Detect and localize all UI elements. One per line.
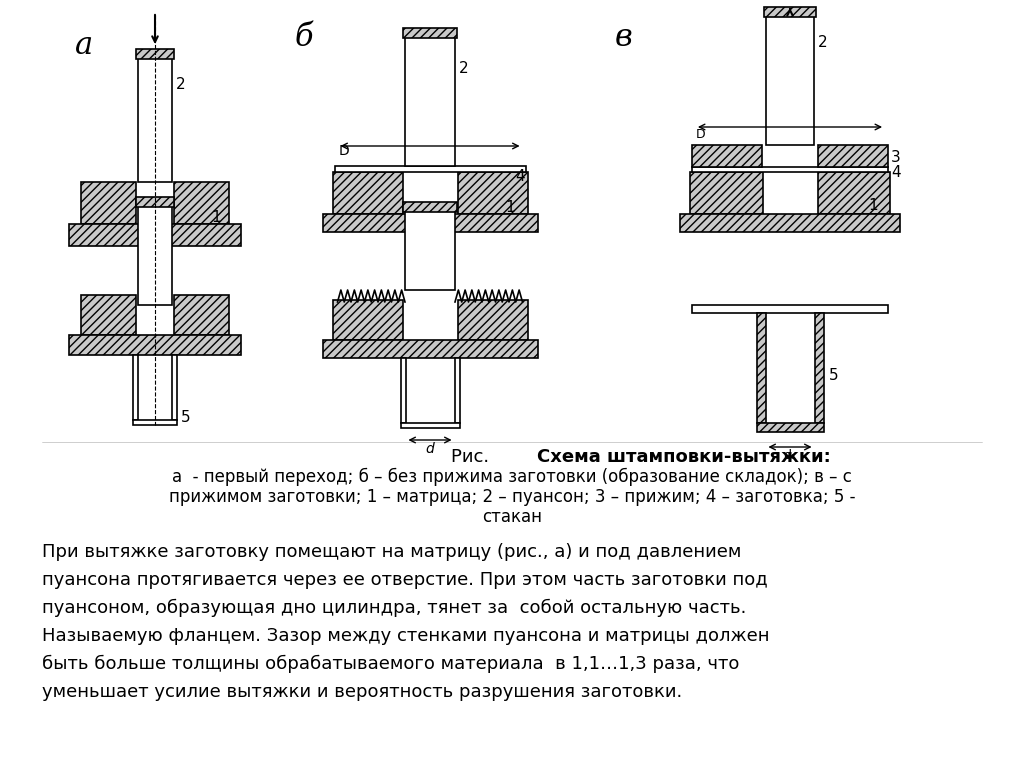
Text: Называемую фланцем. Зазор между стенками пуансона и матрицы должен: Называемую фланцем. Зазор между стенками… (42, 627, 769, 645)
Bar (335, 166, 525, 172)
Bar (757, 313, 766, 423)
Bar (692, 145, 762, 167)
Bar (138, 205, 172, 305)
Bar (757, 423, 823, 432)
Text: а: а (75, 30, 93, 61)
Bar (323, 340, 538, 358)
Bar (400, 358, 406, 423)
Bar (403, 28, 457, 38)
Text: D: D (339, 144, 349, 158)
Text: 1: 1 (506, 200, 515, 215)
Bar (814, 313, 823, 423)
Text: 3: 3 (891, 150, 901, 165)
Text: Схема штамповки-вытяжки:: Схема штамповки-вытяжки: (512, 448, 830, 466)
Text: D: D (696, 128, 706, 141)
Bar (133, 355, 138, 420)
Bar (81, 182, 136, 224)
Text: 2: 2 (818, 35, 827, 50)
Bar (406, 210, 455, 290)
Text: пуансона протягивается через ее отверстие. При этом часть заготовки под: пуансона протягивается через ее отверсти… (42, 571, 768, 589)
Bar (458, 172, 527, 214)
Bar (766, 15, 814, 145)
Bar (690, 172, 763, 214)
Text: 2: 2 (176, 77, 185, 92)
Bar (692, 305, 888, 313)
Bar (406, 36, 455, 166)
Bar (172, 355, 177, 420)
Text: Рис.: Рис. (451, 448, 512, 466)
Text: 5: 5 (181, 410, 190, 425)
Bar (174, 295, 229, 335)
Text: 1: 1 (211, 210, 220, 225)
Bar (136, 197, 174, 207)
Bar (138, 57, 172, 182)
Text: а  - первый переход; б – без прижима заготовки (образование складок); в – с: а - первый переход; б – без прижима заго… (172, 468, 852, 486)
Bar (136, 49, 174, 59)
Bar (818, 145, 888, 167)
Bar (692, 167, 888, 172)
Text: б: б (295, 22, 313, 53)
Bar (403, 202, 457, 212)
Bar (81, 295, 136, 335)
Text: стакан: стакан (482, 508, 542, 526)
Text: уменьшает усилие вытяжки и вероятность разрушения заготовки.: уменьшает усилие вытяжки и вероятность р… (42, 683, 682, 701)
Text: При вытяжке заготовку помещают на матрицу (рис., а) и под давлением: При вытяжке заготовку помещают на матриц… (42, 543, 741, 561)
Bar (680, 214, 900, 232)
Bar (764, 7, 816, 17)
Text: 5: 5 (828, 368, 838, 383)
Bar (69, 335, 241, 355)
Text: прижимом заготовки; 1 – матрица; 2 – пуансон; 3 – прижим; 4 – заготовка; 5 -: прижимом заготовки; 1 – матрица; 2 – пуа… (169, 488, 855, 506)
Text: d₁: d₁ (783, 449, 796, 462)
Text: 1: 1 (868, 198, 878, 213)
Text: пуансоном, образующая дно цилиндра, тянет за  собой остальную часть.: пуансоном, образующая дно цилиндра, тяне… (42, 599, 746, 617)
Bar (133, 420, 177, 425)
Bar (458, 300, 527, 340)
Bar (69, 224, 241, 246)
Text: в: в (615, 22, 633, 53)
Bar (817, 172, 890, 214)
Bar (400, 423, 460, 428)
Text: 2: 2 (459, 61, 469, 76)
Bar (333, 172, 402, 214)
Text: 4: 4 (891, 165, 901, 180)
Text: d: d (425, 442, 434, 456)
Bar (455, 358, 460, 423)
Bar (323, 214, 538, 232)
Bar (174, 182, 229, 224)
Text: быть больше толщины обрабатываемого материала  в 1,1…1,3 раза, что: быть больше толщины обрабатываемого мате… (42, 655, 739, 673)
Bar (333, 300, 402, 340)
Text: 4: 4 (515, 169, 525, 184)
